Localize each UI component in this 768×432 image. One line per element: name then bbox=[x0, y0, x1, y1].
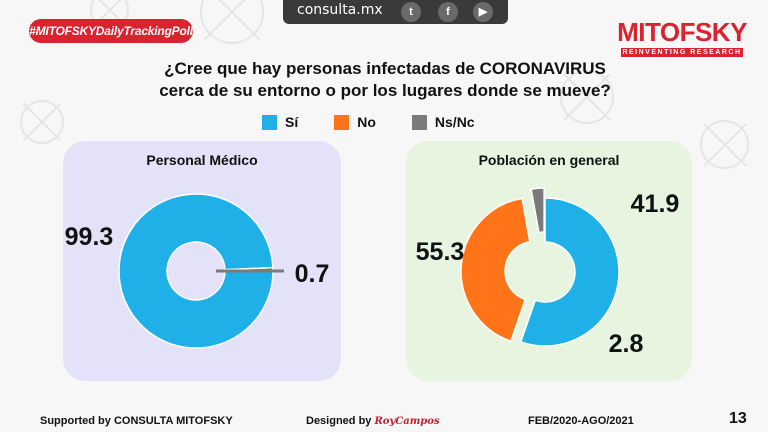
legend: Sí No Ns/Nc bbox=[262, 112, 511, 132]
data-label-1-1: 41.9 bbox=[631, 190, 680, 218]
legend-swatch-no bbox=[334, 114, 350, 130]
page-number: 13 bbox=[729, 410, 747, 427]
legend-swatch-nsnc bbox=[411, 114, 427, 130]
top-bar: consulta.mx t f ▶ bbox=[283, 0, 508, 24]
question-title: ¿Cree que hay personas infectadas de COR… bbox=[159, 59, 611, 100]
site-link[interactable]: consulta.mx bbox=[297, 2, 383, 18]
chart-title-personal-medico: Personal Médico bbox=[146, 152, 258, 168]
legend-item-si: Sí bbox=[262, 114, 298, 130]
mitofsky-logo: MITOFSKY REINVENTING RESEARCH bbox=[617, 18, 747, 57]
logo-name: MITOFSKY bbox=[617, 17, 747, 47]
slice-1-no bbox=[460, 197, 531, 343]
legend-label-no: No bbox=[357, 114, 376, 130]
slice-1-s bbox=[519, 197, 620, 347]
legend-label-si: Sí bbox=[285, 114, 299, 130]
data-label-1-2: 2.8 bbox=[609, 330, 644, 358]
youtube-icon[interactable]: ▶ bbox=[473, 2, 493, 22]
footer-period: FEB/2020-AGO/2021 bbox=[528, 415, 634, 427]
footer-designed: Designed by RoyCampos bbox=[306, 415, 440, 427]
facebook-icon[interactable]: f bbox=[438, 2, 458, 22]
legend-item-nsnc: Ns/Nc bbox=[411, 114, 475, 130]
twitter-icon[interactable]: t bbox=[401, 2, 421, 22]
footer: Supported by CONSULTA MITOFSKY Designed … bbox=[0, 405, 768, 432]
virus-decoration bbox=[20, 100, 64, 144]
legend-label-nsnc: Ns/Nc bbox=[434, 114, 475, 130]
data-label-1-0: 55.3 bbox=[416, 238, 465, 266]
designer-signature: RoyCampos bbox=[374, 416, 440, 427]
slice-0-s bbox=[118, 193, 274, 349]
footer-designed-label: Designed by bbox=[306, 415, 372, 427]
virus-decoration bbox=[700, 120, 749, 169]
virus-decoration bbox=[560, 70, 614, 124]
hashtag-badge: #MITOFSKYDailyTrackingPoll bbox=[29, 19, 193, 43]
footer-supported: Supported by CONSULTA MITOFSKY bbox=[40, 415, 233, 427]
legend-swatch-si bbox=[262, 114, 277, 130]
data-label-0-2: 0.7 bbox=[295, 260, 330, 288]
legend-item-no: No bbox=[334, 114, 376, 130]
chart-title-poblacion-general: Población en general bbox=[478, 152, 620, 168]
logo-subtitle: REINVENTING RESEARCH bbox=[621, 48, 743, 57]
data-label-0-0: 99.3 bbox=[65, 223, 114, 251]
slice-1-nsnc bbox=[530, 187, 545, 234]
